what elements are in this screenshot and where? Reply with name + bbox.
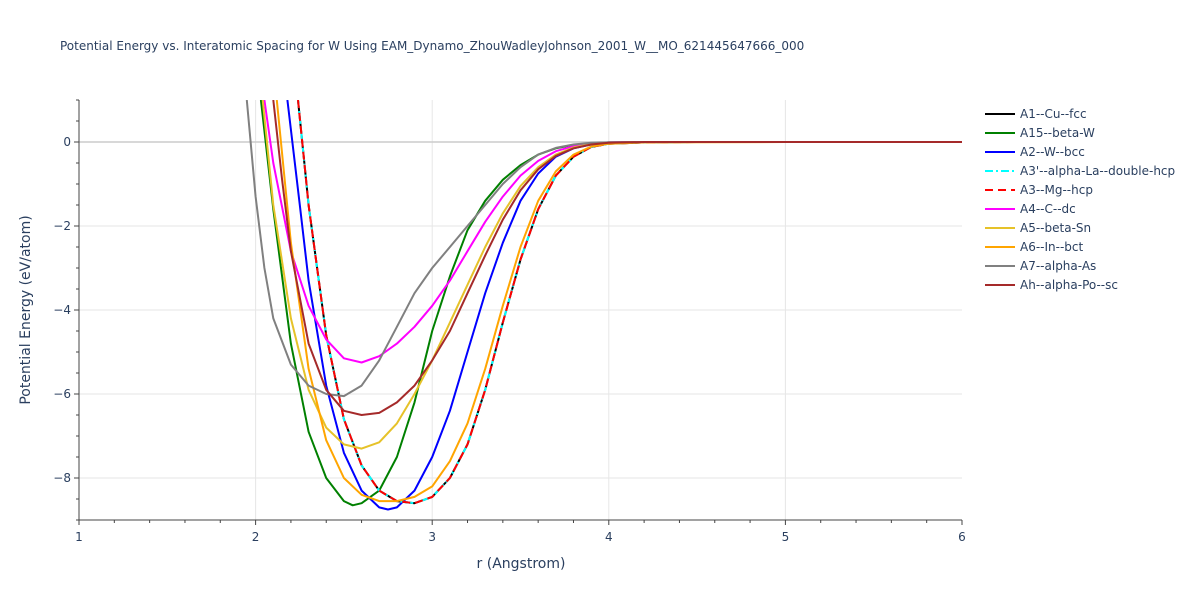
legend-label: A2--W--bcc [1020,145,1085,159]
y-tick-label: −4 [53,303,71,317]
chart-title: Potential Energy vs. Interatomic Spacing… [60,39,804,53]
series-line-8 [275,100,962,503]
legend-label: A7--alpha-As [1020,259,1096,273]
y-tick-label: −6 [53,387,71,401]
legend-label: A5--beta-Sn [1020,221,1091,235]
x-tick-label: 5 [782,530,790,544]
legend-label: A4--C--dc [1020,202,1076,216]
y-tick-labels: 0 −2 −4 −6 −8 [53,135,71,485]
x-tick-label: 1 [75,530,83,544]
y-tick-label: −8 [53,471,71,485]
legend-label: A15--beta-W [1020,126,1095,140]
series-line-3 [286,100,962,511]
axes [74,99,963,525]
legend-label: A6--In--bct [1020,240,1084,254]
legend-label: A1--Cu--fcc [1020,107,1087,121]
x-axis-title: r (Angstrom) [477,556,566,572]
series-line-10 [272,100,962,416]
y-tick-label: 0 [63,135,71,149]
x-tick-label: 4 [605,530,613,544]
x-tick-label: 6 [958,530,966,544]
x-tick-label: 2 [252,530,260,544]
x-tick-labels: 1 2 3 4 5 6 [75,530,966,544]
series-line-7 [261,100,962,450]
legend: A1--Cu--fcc A15--beta-W A2--W--bcc A3'--alp… [985,107,1175,292]
y-tick-label: −2 [53,219,71,233]
series-line-9 [245,100,962,398]
y-axis-title: Potential Energy (eV/atom) [18,215,34,404]
series-line-1 [297,100,962,505]
series-line-2 [259,100,962,507]
x-tick-label: 3 [428,530,436,544]
series-layer [245,100,962,511]
series-line-4 [297,100,962,505]
legend-label: A3--Mg--hcp [1020,183,1093,197]
series-line-5 [297,100,962,505]
grid-lines [79,100,962,520]
legend-label: Ah--alpha-Po--sc [1020,278,1118,292]
series-line-6 [263,100,962,364]
legend-label: A3'--alpha-La--double-hcp [1020,164,1175,178]
